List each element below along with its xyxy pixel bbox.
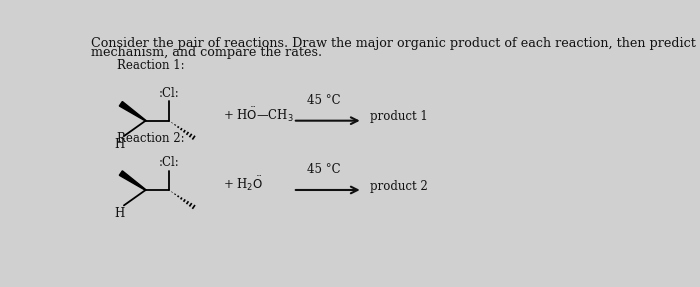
Text: Reaction 1:: Reaction 1: [117,59,185,72]
Text: H: H [114,207,125,220]
Text: 45 °C: 45 °C [307,94,341,107]
Text: product 2: product 2 [370,180,428,193]
Text: 45 °C: 45 °C [307,163,341,176]
Text: Reaction 2:: Reaction 2: [117,132,185,145]
Text: product 1: product 1 [370,110,428,123]
Text: :Cl:: :Cl: [158,156,179,169]
Polygon shape [119,102,146,121]
Text: + H$\ddot{\rm O}$—CH$_3$: + H$\ddot{\rm O}$—CH$_3$ [223,105,294,124]
Polygon shape [119,171,146,190]
Text: Consider the pair of reactions. Draw the major organic product of each reaction,: Consider the pair of reactions. Draw the… [92,37,700,50]
Text: H: H [114,138,125,151]
Text: :Cl:: :Cl: [158,87,179,100]
Text: + H$_2\ddot{\rm O}$: + H$_2\ddot{\rm O}$ [223,174,263,193]
Text: mechanism, and compare the rates.: mechanism, and compare the rates. [92,46,323,59]
